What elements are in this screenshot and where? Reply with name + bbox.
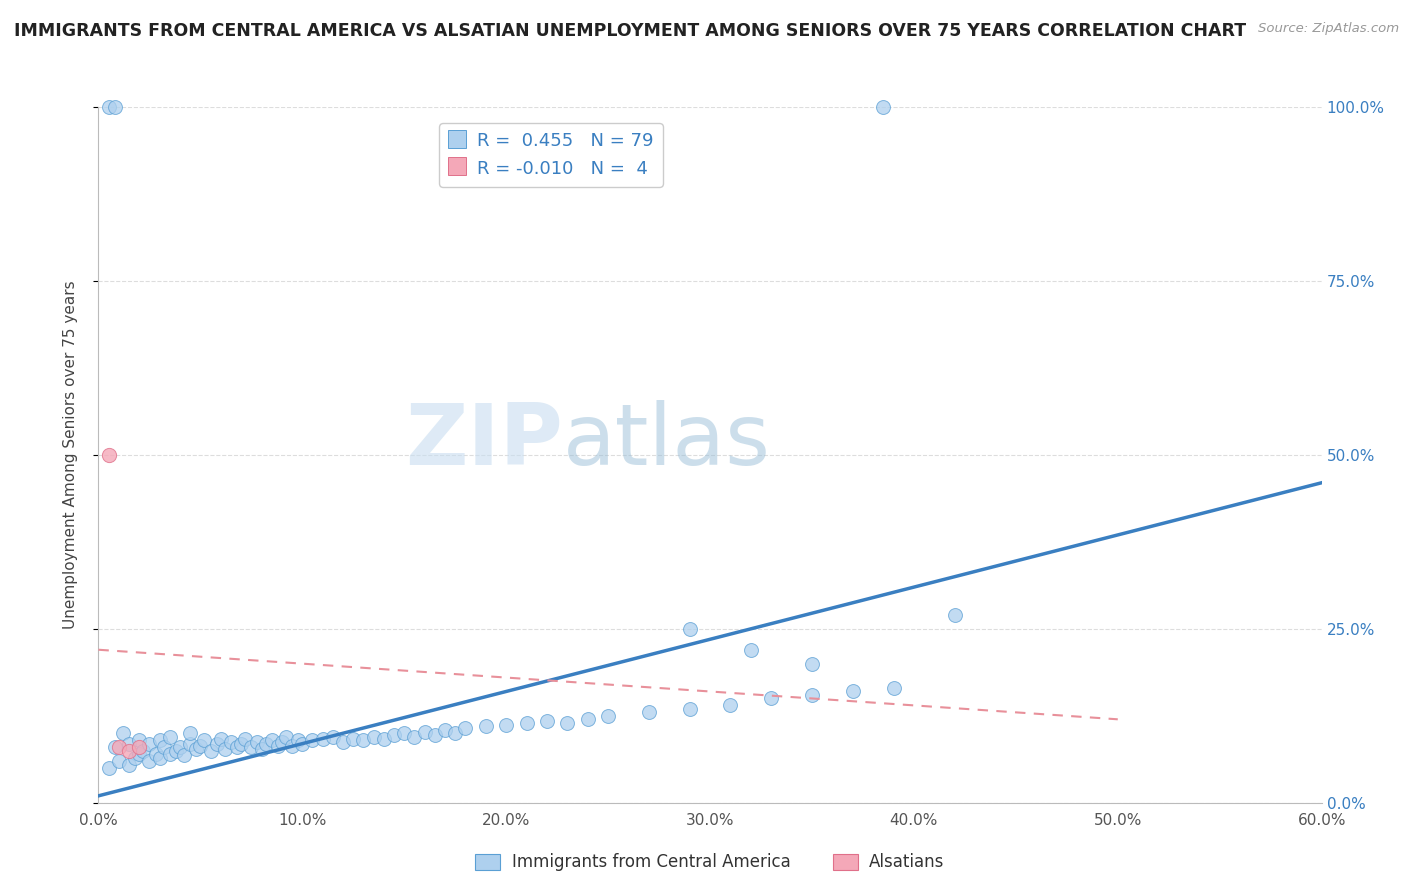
Point bbox=[97, 448, 120, 462]
Point bbox=[165, 744, 187, 758]
Point bbox=[254, 737, 277, 751]
Point bbox=[761, 691, 783, 706]
Point bbox=[186, 741, 208, 756]
Point bbox=[720, 698, 742, 713]
Point bbox=[200, 744, 222, 758]
Point bbox=[373, 731, 395, 746]
Point bbox=[149, 733, 172, 747]
Point bbox=[260, 733, 283, 747]
Point bbox=[301, 733, 323, 747]
Point bbox=[841, 684, 863, 698]
Point bbox=[128, 740, 150, 755]
Point bbox=[557, 715, 579, 730]
Point bbox=[108, 740, 131, 755]
Point bbox=[274, 730, 297, 744]
Point bbox=[159, 747, 181, 761]
Point bbox=[240, 740, 263, 755]
Text: ZIP: ZIP bbox=[405, 400, 564, 483]
Point bbox=[444, 726, 467, 740]
Point bbox=[118, 744, 141, 758]
Point bbox=[250, 741, 273, 756]
Point bbox=[474, 719, 498, 733]
Point bbox=[226, 740, 249, 755]
Point bbox=[291, 737, 314, 751]
Point bbox=[205, 737, 228, 751]
Point bbox=[118, 757, 141, 772]
Point bbox=[883, 681, 905, 695]
Y-axis label: Unemployment Among Seniors over 75 years: Unemployment Among Seniors over 75 years bbox=[63, 281, 77, 629]
Point bbox=[193, 733, 215, 747]
Point bbox=[740, 642, 762, 657]
Point bbox=[404, 730, 426, 744]
Point bbox=[516, 715, 538, 730]
Point bbox=[173, 748, 195, 763]
Point bbox=[495, 718, 517, 732]
Point bbox=[188, 739, 212, 753]
Point bbox=[342, 731, 364, 746]
Point bbox=[179, 737, 201, 751]
Point bbox=[108, 754, 131, 768]
Point bbox=[322, 730, 344, 744]
Point bbox=[872, 100, 894, 114]
Text: IMMIGRANTS FROM CENTRAL AMERICA VS ALSATIAN UNEMPLOYMENT AMONG SENIORS OVER 75 Y: IMMIGRANTS FROM CENTRAL AMERICA VS ALSAT… bbox=[14, 22, 1246, 40]
Point bbox=[679, 702, 702, 716]
Point bbox=[454, 721, 477, 735]
Point bbox=[246, 734, 269, 748]
Point bbox=[97, 100, 120, 114]
Point bbox=[219, 734, 242, 748]
Point bbox=[118, 737, 141, 751]
Text: Source: ZipAtlas.com: Source: ZipAtlas.com bbox=[1258, 22, 1399, 36]
Point bbox=[152, 740, 174, 755]
Point bbox=[179, 726, 201, 740]
Point bbox=[576, 712, 599, 726]
Point bbox=[233, 731, 256, 746]
Point bbox=[111, 726, 134, 740]
Point bbox=[169, 740, 191, 755]
Point bbox=[145, 747, 167, 761]
Point bbox=[598, 708, 620, 723]
Point bbox=[149, 750, 172, 764]
Point bbox=[132, 744, 155, 758]
Point bbox=[392, 726, 416, 740]
Point bbox=[638, 706, 661, 720]
Point bbox=[943, 607, 966, 622]
Point bbox=[124, 750, 146, 764]
Point bbox=[128, 747, 150, 761]
Point bbox=[231, 737, 253, 751]
Point bbox=[413, 724, 436, 739]
Point bbox=[281, 739, 304, 753]
Point bbox=[801, 657, 824, 671]
Point bbox=[363, 730, 385, 744]
Text: atlas: atlas bbox=[564, 400, 772, 483]
Point bbox=[128, 733, 150, 747]
Point bbox=[138, 754, 160, 768]
Point bbox=[214, 741, 236, 756]
Point bbox=[267, 739, 290, 753]
Point bbox=[382, 728, 405, 742]
Point bbox=[104, 740, 127, 755]
Point bbox=[209, 731, 232, 746]
Point bbox=[287, 733, 309, 747]
Point bbox=[423, 728, 446, 742]
Point bbox=[159, 730, 181, 744]
Point bbox=[312, 731, 335, 746]
Point bbox=[138, 737, 160, 751]
Point bbox=[270, 734, 294, 748]
Point bbox=[679, 622, 702, 636]
Point bbox=[434, 723, 457, 737]
Point bbox=[97, 761, 120, 775]
Point bbox=[104, 100, 127, 114]
Point bbox=[801, 688, 824, 702]
Point bbox=[536, 714, 558, 728]
Legend: Immigrants from Central America, Alsatians: Immigrants from Central America, Alsatia… bbox=[468, 847, 952, 878]
Point bbox=[352, 733, 374, 747]
Point bbox=[332, 734, 354, 748]
